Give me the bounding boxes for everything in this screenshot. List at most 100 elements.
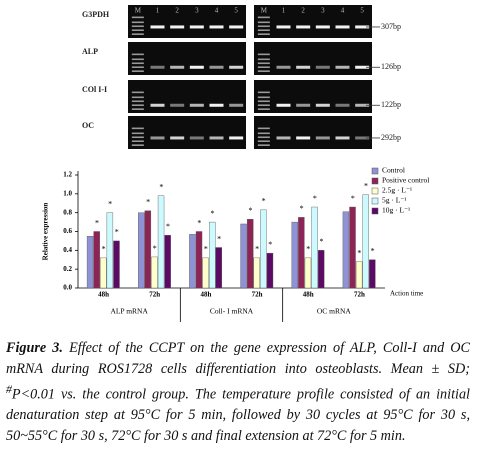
ladder-band	[131, 62, 144, 65]
gel-band	[296, 25, 311, 29]
gel-band	[229, 103, 244, 107]
gel-panel	[254, 80, 372, 113]
significance-label: *	[364, 182, 368, 191]
significance-label: *	[159, 183, 163, 192]
bar	[311, 206, 318, 289]
gel-band	[189, 25, 204, 29]
gel-band	[296, 65, 311, 69]
gel-band	[335, 25, 350, 29]
ladder-band	[257, 140, 270, 143]
ladder-band	[257, 58, 270, 61]
ladder-band	[131, 58, 144, 61]
gel-band	[209, 103, 224, 107]
gel-lane-label: 2	[301, 7, 305, 15]
legend-swatch	[371, 167, 379, 175]
y-tick-label: 0.2	[63, 265, 72, 273]
bar	[266, 252, 274, 289]
ladder-band	[257, 91, 270, 94]
significance-label: *	[268, 240, 272, 249]
bar	[369, 259, 376, 289]
caption: Figure 3. Effect of the CCPT on the gene…	[6, 338, 470, 446]
bar	[246, 219, 254, 289]
gel-band	[315, 103, 330, 107]
gel-panel	[254, 116, 372, 149]
caption-text: P<0.01 vs. the control group. The temper…	[6, 386, 470, 444]
significance-label: *	[108, 199, 112, 208]
band-size: 292bp	[381, 133, 401, 142]
significance-label: *	[262, 197, 266, 206]
gel-row-label: OC	[82, 121, 94, 130]
ladder-band	[131, 70, 144, 72]
gel-band	[315, 25, 330, 29]
ladder-band	[257, 100, 270, 103]
gel-band	[335, 136, 350, 140]
ladder-band	[257, 104, 270, 107]
gel-band	[209, 25, 224, 29]
bar	[195, 231, 203, 289]
legend-swatch	[371, 187, 379, 195]
ladder-band	[131, 16, 144, 19]
bar	[253, 257, 260, 289]
y-tick-label: 0.0	[63, 284, 72, 292]
y-tick-label: 0.8	[63, 208, 72, 216]
gel-panel	[254, 42, 372, 75]
gel-band	[229, 136, 244, 140]
legend-label: 2.5g · L⁻¹	[382, 186, 412, 195]
bar	[215, 247, 223, 289]
bar	[164, 235, 171, 289]
gel-band	[315, 136, 330, 140]
group-label: Coll- I mRNA	[210, 307, 254, 316]
ladder-band	[131, 136, 144, 139]
gel-band	[150, 65, 165, 69]
gel-band	[276, 136, 291, 140]
group-label: OC mRNA	[317, 307, 352, 316]
y-tick-label: 0.6	[63, 227, 72, 235]
gel-panel	[128, 116, 246, 149]
ladder-band	[131, 96, 144, 99]
group-label: ALP mRNA	[110, 307, 148, 316]
legend-swatch	[371, 177, 379, 185]
significance-label: *	[102, 245, 106, 254]
bar	[113, 240, 120, 289]
bar	[202, 257, 209, 289]
gel-band	[296, 103, 311, 107]
ladder-band	[131, 21, 144, 24]
ladder-band	[131, 144, 144, 146]
bar	[144, 210, 152, 289]
ladder-band	[257, 29, 270, 32]
significance-label: *	[306, 245, 310, 254]
gel-lane-label: 3	[321, 7, 325, 15]
bar	[209, 221, 216, 289]
gel-band	[209, 136, 224, 140]
legend-swatch	[371, 197, 379, 205]
ladder-band	[131, 100, 144, 103]
gel-panel	[128, 42, 246, 75]
bar	[151, 256, 158, 289]
ladder-band	[257, 25, 270, 28]
gel-band	[355, 25, 370, 29]
x-tick-label: 72h	[149, 291, 160, 299]
ladder-band	[257, 21, 270, 24]
bar	[157, 195, 165, 289]
legend-label: Positive control	[382, 176, 429, 185]
significance-label: *	[95, 218, 99, 227]
significance-label: *	[211, 209, 215, 218]
ladder-band	[131, 25, 144, 28]
x-tick-label: 48h	[303, 291, 314, 299]
gel-row-label: ALP	[82, 47, 98, 56]
gel-band	[296, 136, 311, 140]
ladder-band	[257, 132, 270, 135]
gel-band	[335, 65, 350, 69]
bar	[362, 194, 369, 289]
gel-band	[189, 103, 204, 107]
bar	[100, 257, 107, 289]
gel-lane-label: 1	[156, 7, 160, 15]
gel-band	[335, 103, 350, 107]
significance-label: *	[153, 244, 157, 253]
ladder-band	[257, 62, 270, 65]
significance-label: *	[255, 245, 259, 254]
gel-band	[189, 65, 204, 69]
gel-row-label: G3PDH	[82, 10, 110, 19]
ladder-band	[131, 29, 144, 32]
bar	[355, 261, 363, 289]
